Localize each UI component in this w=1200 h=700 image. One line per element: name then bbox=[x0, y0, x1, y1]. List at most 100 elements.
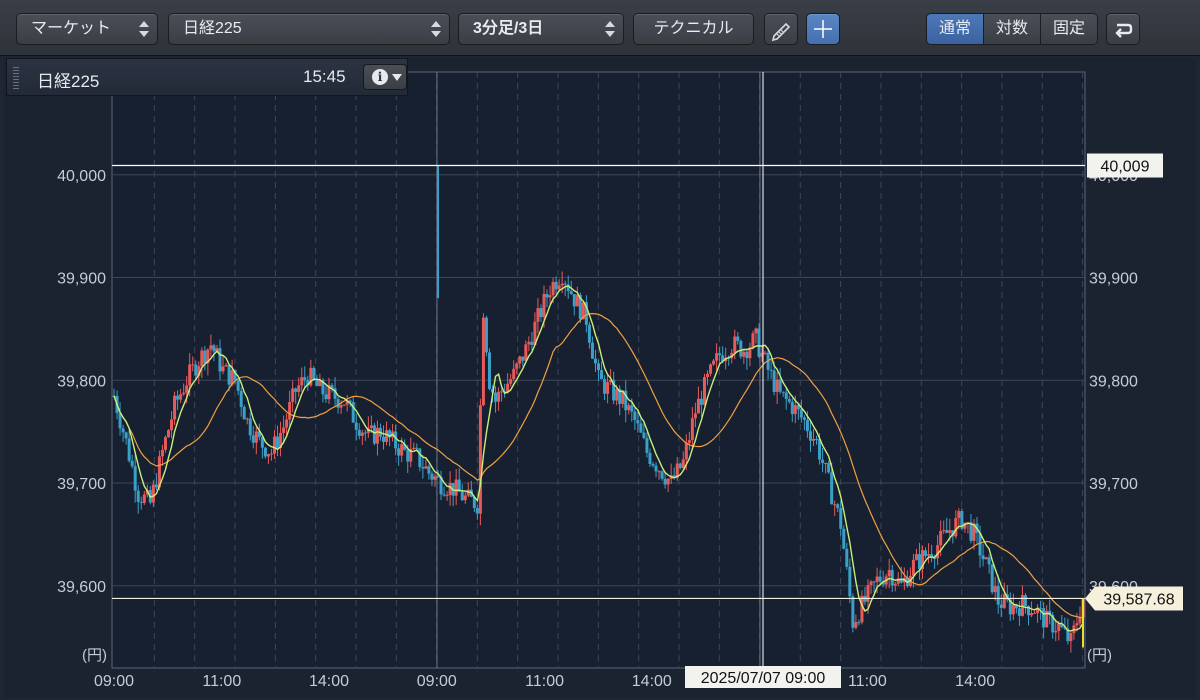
candle-body bbox=[436, 476, 440, 478]
candle-body bbox=[560, 283, 564, 286]
candle-body bbox=[300, 377, 304, 386]
candle-body bbox=[827, 462, 831, 473]
candle-body bbox=[245, 418, 249, 420]
candle-body bbox=[269, 453, 273, 455]
candle-body bbox=[385, 430, 389, 442]
candle-body bbox=[699, 398, 703, 405]
candle-body bbox=[163, 437, 167, 450]
candle-body bbox=[524, 344, 528, 361]
high-price-label: 40,009 bbox=[1101, 159, 1150, 176]
candle-body bbox=[530, 341, 534, 345]
candle-body bbox=[124, 432, 128, 439]
candle-body bbox=[763, 352, 767, 354]
y-tick-label-right: 39,900 bbox=[1089, 271, 1138, 288]
candle-body bbox=[990, 564, 994, 593]
candle-body bbox=[233, 370, 237, 381]
candle-body bbox=[388, 430, 392, 438]
info-menu-button[interactable]: i bbox=[363, 64, 407, 90]
candle-body bbox=[336, 398, 340, 408]
candle-body bbox=[957, 511, 961, 519]
candle-body bbox=[600, 370, 604, 380]
candle-body bbox=[866, 585, 870, 602]
candle-body bbox=[415, 447, 419, 449]
candle-body bbox=[427, 466, 431, 474]
technical-button[interactable]: テクニカル bbox=[633, 13, 754, 45]
candle-body bbox=[248, 418, 252, 436]
candle-body bbox=[633, 411, 637, 420]
candle-body bbox=[875, 576, 879, 582]
candle-body bbox=[739, 340, 743, 357]
candle-body bbox=[981, 555, 985, 560]
scale-option-normal[interactable]: 通常 bbox=[927, 14, 984, 44]
candle-body bbox=[1054, 630, 1058, 633]
candle-body bbox=[291, 388, 295, 403]
candle-body bbox=[954, 518, 958, 537]
candle-body bbox=[418, 448, 422, 467]
candle-body bbox=[778, 379, 782, 392]
info-symbol-name: 日経225 bbox=[37, 72, 100, 91]
symbol-select[interactable]: 日経225 bbox=[168, 13, 450, 45]
updown-arrow-icon bbox=[431, 21, 441, 37]
candle-body bbox=[936, 545, 940, 559]
candle-body bbox=[684, 443, 688, 460]
candle-body bbox=[639, 423, 643, 433]
candle-body bbox=[236, 380, 240, 391]
x-tick-label: 11:00 bbox=[202, 673, 241, 690]
candle-body bbox=[575, 294, 579, 307]
candle-body bbox=[851, 596, 855, 628]
candle-body bbox=[821, 459, 825, 464]
period-select[interactable]: 3分足/3日 bbox=[458, 13, 624, 45]
crosshair-button[interactable] bbox=[806, 13, 840, 45]
candle-body bbox=[433, 476, 437, 480]
candle-body bbox=[430, 473, 434, 480]
candle-body bbox=[948, 530, 952, 533]
candle-body bbox=[630, 405, 634, 412]
last-price-label: 39,587.68 bbox=[1103, 591, 1174, 608]
candle-body bbox=[357, 429, 361, 436]
candle-body bbox=[312, 367, 316, 379]
candle-body bbox=[1039, 607, 1043, 609]
candle-body bbox=[348, 400, 352, 403]
scale-option-fixed[interactable]: 固定 bbox=[1041, 14, 1097, 44]
symbol-info-box: 日経225 15:45 i bbox=[6, 58, 408, 96]
x-tick-label: 14:00 bbox=[955, 673, 995, 690]
candle-body bbox=[760, 352, 764, 357]
candle-body bbox=[987, 557, 991, 565]
candle-body bbox=[509, 379, 513, 384]
candle-body bbox=[709, 364, 713, 374]
candle-body bbox=[666, 478, 670, 485]
scale-option-log[interactable]: 対数 bbox=[984, 14, 1041, 44]
candle-body bbox=[808, 431, 812, 441]
candle-body bbox=[893, 583, 897, 586]
candle-body bbox=[890, 570, 894, 586]
candle-body bbox=[581, 302, 585, 320]
candle-body bbox=[681, 459, 685, 469]
candle-body bbox=[351, 402, 355, 423]
candle-body bbox=[1002, 594, 1006, 608]
candle-body bbox=[811, 438, 815, 441]
candle-body bbox=[869, 581, 873, 586]
y-tick-label-left: 39,700 bbox=[57, 476, 106, 493]
candle-body bbox=[176, 395, 180, 400]
candle-body bbox=[1020, 595, 1024, 616]
candle-body bbox=[369, 425, 373, 429]
candle-body bbox=[796, 405, 800, 410]
draw-tool-button[interactable] bbox=[764, 13, 798, 45]
candle-body bbox=[215, 348, 219, 352]
candle-body bbox=[1051, 615, 1055, 633]
candle-body bbox=[590, 342, 594, 359]
back-button[interactable] bbox=[1106, 13, 1140, 45]
candle-body bbox=[917, 554, 921, 570]
return-icon bbox=[1115, 23, 1133, 38]
last-price-tag bbox=[1085, 586, 1183, 611]
candle-body bbox=[927, 554, 931, 556]
candle-body bbox=[839, 508, 843, 529]
drag-handle[interactable] bbox=[13, 67, 19, 89]
candle-body bbox=[494, 392, 498, 402]
candle-body bbox=[254, 431, 258, 443]
market-select[interactable]: マーケット bbox=[16, 13, 158, 45]
technical-button-label: テクニカル bbox=[653, 20, 734, 37]
crosshair-icon bbox=[814, 20, 832, 38]
candle-body bbox=[203, 350, 207, 364]
